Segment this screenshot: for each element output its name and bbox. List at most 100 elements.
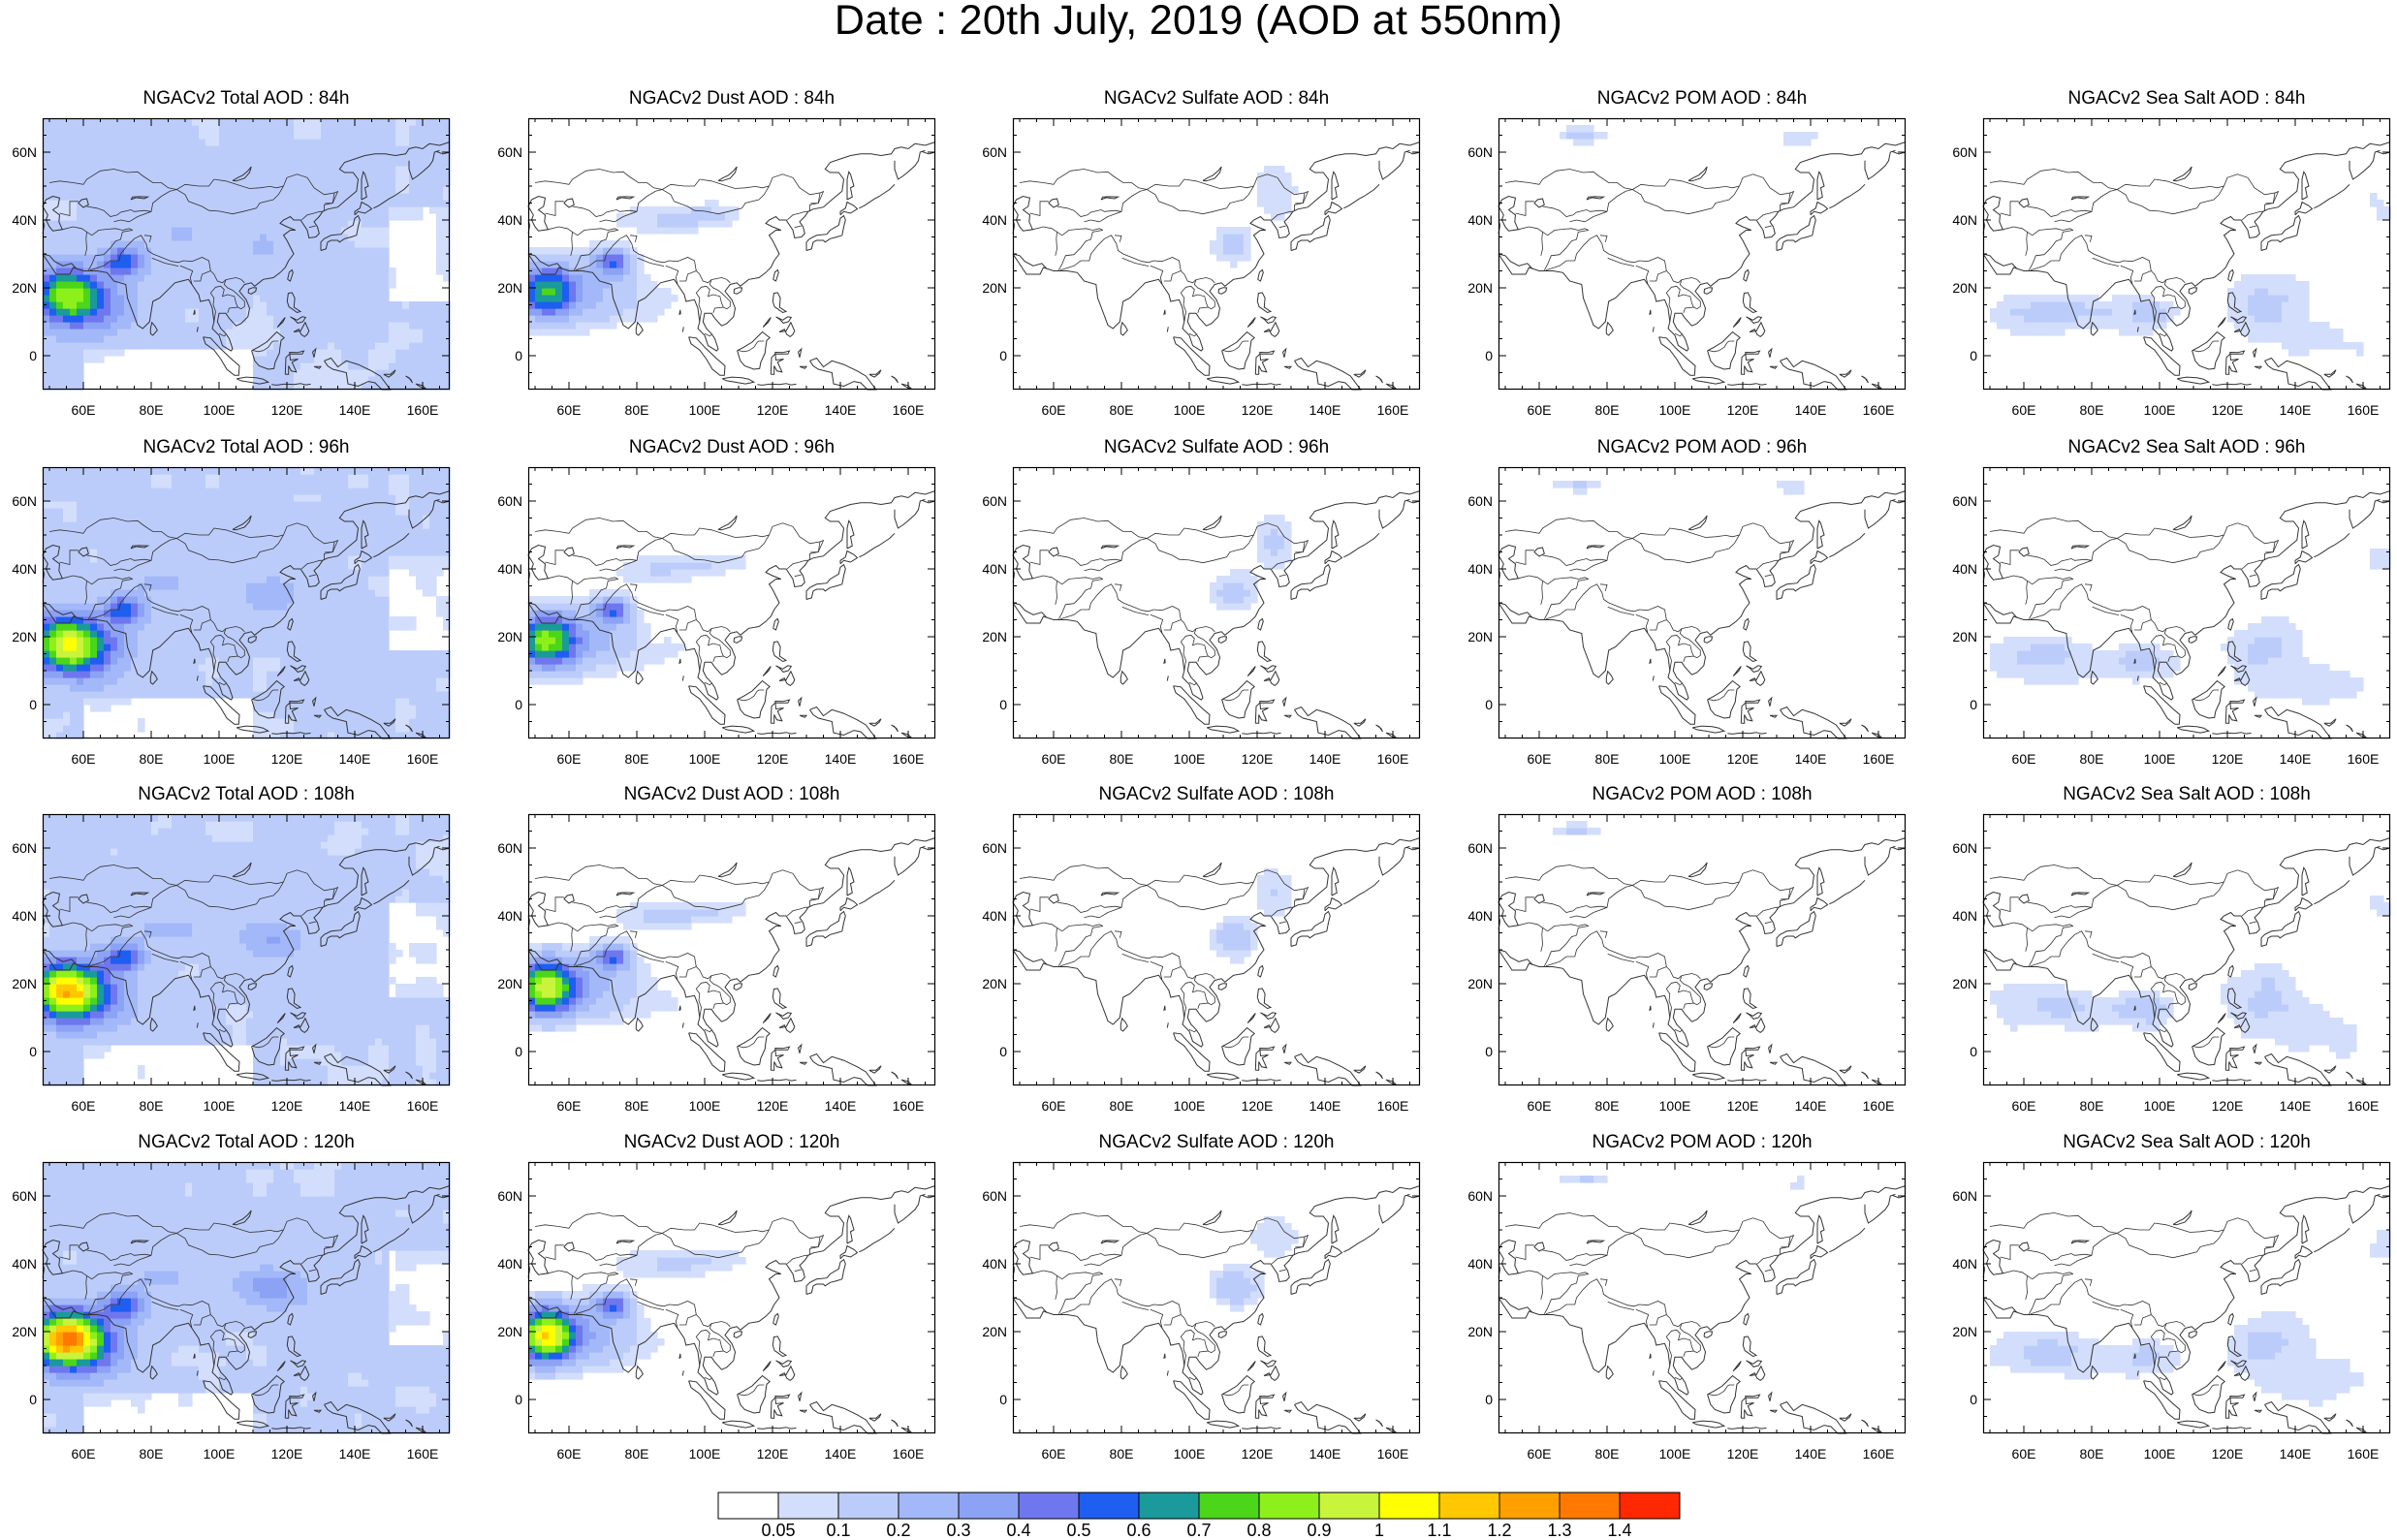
aod-cell [307,274,315,282]
aod-cell [402,308,410,316]
aod-cell [260,650,268,658]
aod-cell [246,684,254,692]
aod-cell [199,542,206,550]
aod-cell [671,227,678,235]
aod-cell [253,589,261,597]
lon-tick-label: 60E [1515,403,1563,417]
aod-cell [375,288,383,296]
aod-cell [233,494,240,502]
aod-cell [2288,274,2296,282]
aod-cell [2146,308,2154,316]
aod-cell [267,487,274,495]
aod-cell [300,206,308,214]
aod-cell [192,125,200,133]
aod-cell [138,335,145,343]
aod-cell [2329,335,2337,343]
aod-cell [436,315,444,323]
aod-cell [246,132,254,140]
aod-cell [542,315,550,323]
aod-cell [260,589,268,597]
aod-cell [185,684,193,692]
aod-cell [273,200,281,207]
aod-cell [253,494,261,502]
aod-cell [307,139,315,146]
aod-cell [77,671,84,678]
aod-cell [110,349,118,357]
aod-cell [151,684,159,692]
aod-cell [2126,301,2133,309]
aod-cell [341,213,349,221]
aod-cell [402,369,410,377]
aod-cell [382,362,390,370]
aod-cell [678,213,685,221]
coastline [1840,370,1851,377]
aod-cell [267,576,274,583]
aod-cell [158,247,166,255]
aod-cell [569,308,577,316]
aod-cell [368,288,376,296]
aod-cell [321,254,329,262]
aod-cell [382,240,390,248]
aod-cell [90,125,98,133]
coastline [1247,318,1255,328]
aod-cell [1271,206,1278,214]
aod-cell [178,125,186,133]
aod-cell [226,467,234,475]
aod-cell [253,521,261,529]
aod-cell [212,186,220,194]
aod-cell [124,610,132,617]
aod-cell [104,152,111,160]
aod-cell [321,159,329,167]
aod-cell [110,288,118,296]
aod-cell [138,487,145,495]
aod-cell [192,630,200,638]
aod-cell [110,487,118,495]
aod-cell [97,582,105,590]
aod-cell [334,376,342,384]
aod-cell [131,261,139,268]
aod-cell [178,179,186,187]
aod-cell [314,173,322,180]
aod-cell [253,467,261,475]
aod-cell [368,227,376,235]
aod-cell [199,630,206,638]
lat-tick-label: 20N [489,281,522,295]
aod-cell [2248,281,2255,289]
aod-cell [110,596,118,604]
aod-cell [348,152,356,160]
aod-cell [583,281,590,289]
aod-cell [389,335,396,343]
aod-cell [83,582,91,590]
aod-cell [117,528,125,536]
aod-cell [267,261,274,268]
aod-cell [56,698,64,706]
aod-cell [192,610,200,617]
aod-cell [138,281,145,289]
aod-cell [49,487,57,495]
aod-cell [1264,206,1272,214]
aod-cell [151,569,159,577]
aod-cell [280,555,288,563]
aod-cell [2044,329,2052,336]
aod-cell [389,322,396,330]
aod-cell [280,274,288,282]
lon-tick-label: 120E [1233,403,1281,417]
aod-cell [77,139,84,146]
aod-cell [104,308,111,316]
aod-cell [246,200,254,207]
coastline [1354,370,1366,377]
aod-cell [192,213,200,221]
aod-cell [144,173,152,180]
aod-cell [117,139,125,146]
aod-cell [77,481,84,488]
aod-cell [2302,295,2310,302]
aod-cell [416,200,424,207]
aod-cell [287,118,295,126]
aod-cell [165,213,173,221]
aod-cell [402,315,410,323]
aod-cell [151,474,159,482]
aod-cell [1560,132,1567,140]
aod-cell [2044,301,2052,309]
aod-cell [300,616,308,624]
